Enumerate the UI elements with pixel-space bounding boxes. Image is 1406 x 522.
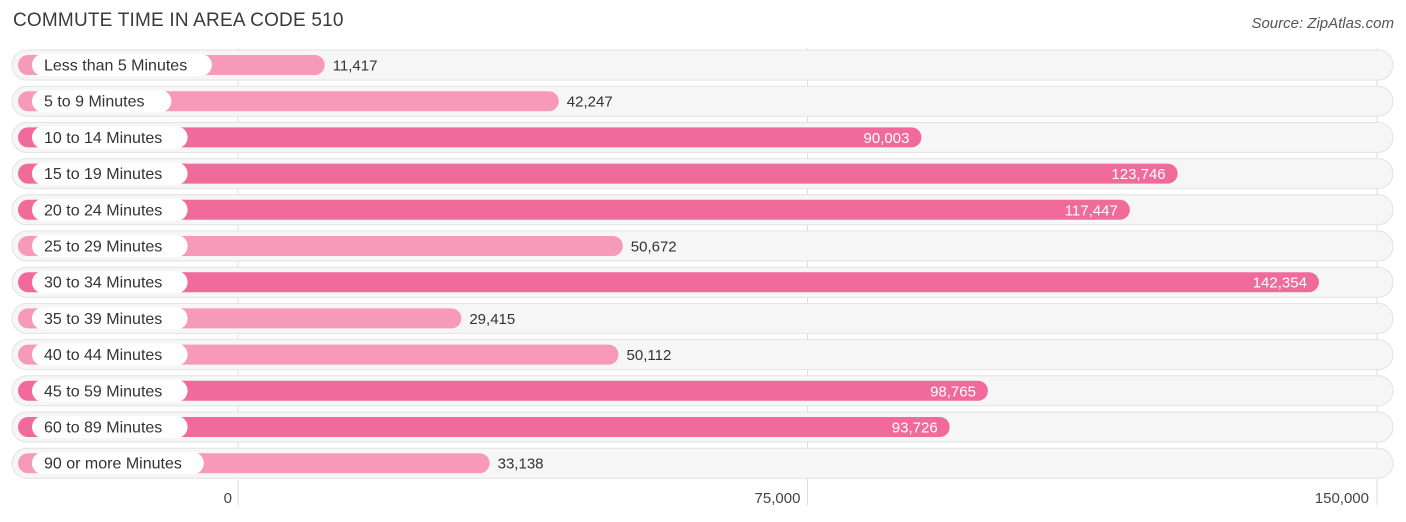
category-label-bg bbox=[32, 126, 188, 149]
category-label: 60 to 89 Minutes bbox=[44, 420, 162, 437]
value-label: 142,354 bbox=[1253, 275, 1307, 292]
value-label: 33,138 bbox=[498, 456, 544, 473]
x-tick-label: 75,000 bbox=[755, 490, 801, 507]
value-label: 50,672 bbox=[631, 239, 677, 256]
category-label-bg bbox=[32, 343, 188, 366]
source-note: Source: ZipAtlas.com bbox=[1251, 15, 1394, 32]
category-label: 20 to 24 Minutes bbox=[44, 202, 162, 219]
category-label-bg bbox=[32, 307, 188, 330]
value-label: 29,415 bbox=[469, 311, 515, 328]
category-label-bg bbox=[32, 54, 212, 76]
category-label: 45 to 59 Minutes bbox=[44, 383, 162, 400]
value-label: 42,247 bbox=[567, 94, 613, 111]
value-label: 117,447 bbox=[1065, 202, 1118, 219]
bar bbox=[18, 199, 1130, 220]
category-label-bg bbox=[32, 162, 188, 185]
category-label: Less than 5 Minutes bbox=[44, 58, 187, 75]
bar-track bbox=[11, 49, 1394, 81]
value-label: 90,003 bbox=[864, 130, 910, 147]
category-label: 10 to 14 Minutes bbox=[44, 130, 162, 147]
category-label-bg bbox=[32, 271, 188, 294]
category-label-bg bbox=[32, 452, 204, 475]
value-label: 50,112 bbox=[627, 347, 672, 364]
category-label-bg bbox=[32, 90, 172, 113]
category-label: 40 to 44 Minutes bbox=[44, 347, 162, 364]
category-label: 35 to 39 Minutes bbox=[44, 311, 162, 328]
category-label-bg bbox=[32, 235, 188, 257]
category-label-bg bbox=[32, 379, 188, 402]
value-label: 98,765 bbox=[930, 383, 976, 400]
category-label-bg bbox=[32, 198, 188, 221]
value-label: 11,417 bbox=[333, 58, 378, 75]
category-label-bg bbox=[32, 416, 188, 438]
bar bbox=[18, 380, 988, 401]
bar bbox=[18, 417, 950, 437]
value-label: 93,726 bbox=[892, 420, 938, 437]
chart-title: COMMUTE TIME IN AREA CODE 510 bbox=[13, 10, 344, 31]
category-label: 90 or more Minutes bbox=[44, 456, 182, 473]
category-label: 25 to 29 Minutes bbox=[44, 239, 162, 256]
x-tick-label: 150,000 bbox=[1315, 490, 1369, 507]
bar bbox=[18, 272, 1319, 293]
category-label: 5 to 9 Minutes bbox=[44, 94, 145, 111]
category-label: 30 to 34 Minutes bbox=[44, 275, 162, 292]
x-tick-label: 0 bbox=[224, 490, 232, 507]
bar bbox=[18, 163, 1178, 184]
bar bbox=[18, 127, 922, 148]
category-label: 15 to 19 Minutes bbox=[44, 166, 162, 183]
value-label: 123,746 bbox=[1111, 166, 1165, 183]
